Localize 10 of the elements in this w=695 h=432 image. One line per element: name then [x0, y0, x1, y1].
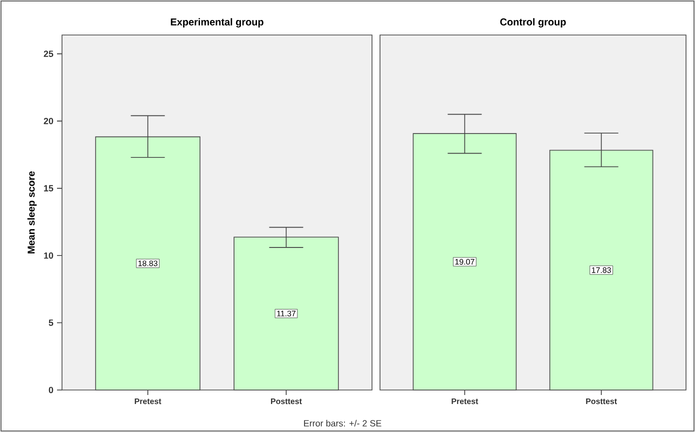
text: Error bars: +/- 2 SE [304, 420, 382, 426]
y-tick-label: 20 [44, 118, 54, 124]
y-tick-label: 0 [48, 386, 54, 394]
chart-title: Control group [500, 18, 566, 28]
y-tick-label: 10 [44, 252, 54, 259]
chart-title: Experimental group [170, 18, 264, 28]
y-axis-title: Mean sleep score [27, 171, 37, 254]
y-tick-label: 15 [44, 185, 54, 192]
y-tick-label: 5 [48, 320, 54, 326]
y-tick-label: 25 [44, 50, 54, 57]
